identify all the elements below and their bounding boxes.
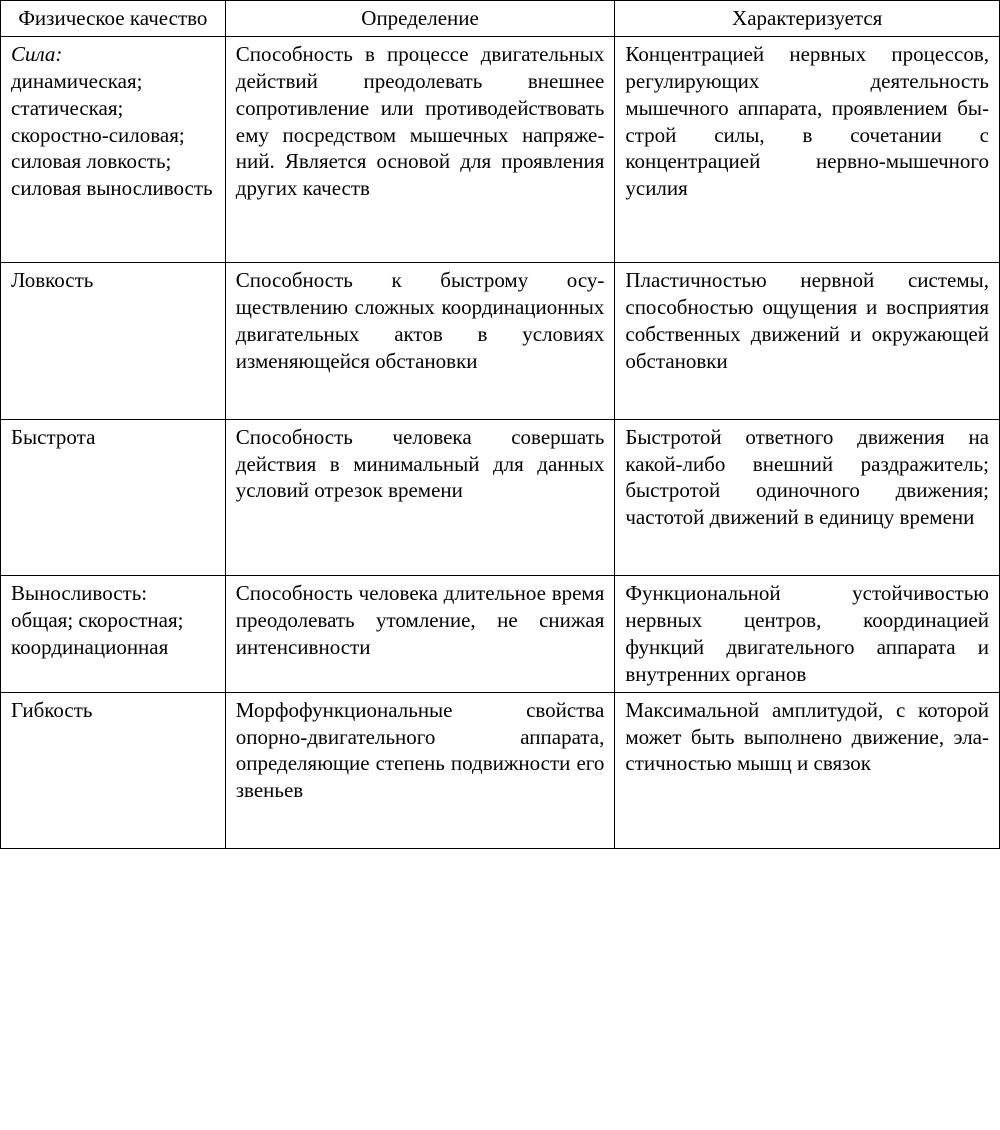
quality-title: Сила:: [11, 42, 62, 66]
col-header-quality: Физическое качество: [1, 1, 226, 37]
col-header-characteristic: Характеризуется: [615, 1, 1000, 37]
table-row: Сила: динамическая; статическая; скорост…: [1, 36, 1000, 262]
cell-characteristic: Концентрацией нервных процессов, регулир…: [615, 36, 1000, 262]
cell-quality: Гибкость: [1, 692, 226, 849]
quality-title: Гибкость: [11, 698, 93, 722]
quality-subtypes: общая; скоростная; координационная: [11, 608, 183, 659]
cell-characteristic: Максимальной амплитудой, с которой может…: [615, 692, 1000, 849]
page: Физическое качество Определение Характер…: [0, 0, 1000, 849]
cell-definition: Способность человека длитель­ное время п…: [225, 576, 615, 693]
col-header-definition: Определение: [225, 1, 615, 37]
cell-definition: Способность в процессе двига­тельных дей…: [225, 36, 615, 262]
cell-quality: Ловкость: [1, 263, 226, 420]
cell-definition: Морфофункциональные свой­ства опорно-дви…: [225, 692, 615, 849]
cell-definition: Способность к быстрому осу­ществлению сл…: [225, 263, 615, 420]
quality-subtypes: динамическая; статическая; скоростно-сил…: [11, 69, 213, 201]
quality-title: Ловкость: [11, 268, 93, 292]
physical-qualities-table: Физическое качество Определение Характер…: [0, 0, 1000, 849]
table-row: Ловкость Способность к быстрому осу­щест…: [1, 263, 1000, 420]
quality-title: Выносливость:: [11, 581, 147, 605]
cell-quality: Сила: динамическая; статическая; скорост…: [1, 36, 226, 262]
cell-characteristic: Пластичностью нервной си­стемы, способно…: [615, 263, 1000, 420]
cell-definition: Способность человека совер­шать действия…: [225, 419, 615, 576]
quality-title: Быстрота: [11, 425, 95, 449]
table-header-row: Физическое качество Определение Характер…: [1, 1, 1000, 37]
cell-characteristic: Быстротой ответного дви­жения на какой-л…: [615, 419, 1000, 576]
table-row: Выносливость: общая; скоростная; координ…: [1, 576, 1000, 693]
cell-characteristic: Функциональной устойчи­востью нервных це…: [615, 576, 1000, 693]
cell-quality: Быстрота: [1, 419, 226, 576]
table-row: Гибкость Морфофункциональные свой­ства о…: [1, 692, 1000, 849]
table-row: Быстрота Способность человека совер­шать…: [1, 419, 1000, 576]
cell-quality: Выносливость: общая; скоростная; координ…: [1, 576, 226, 693]
